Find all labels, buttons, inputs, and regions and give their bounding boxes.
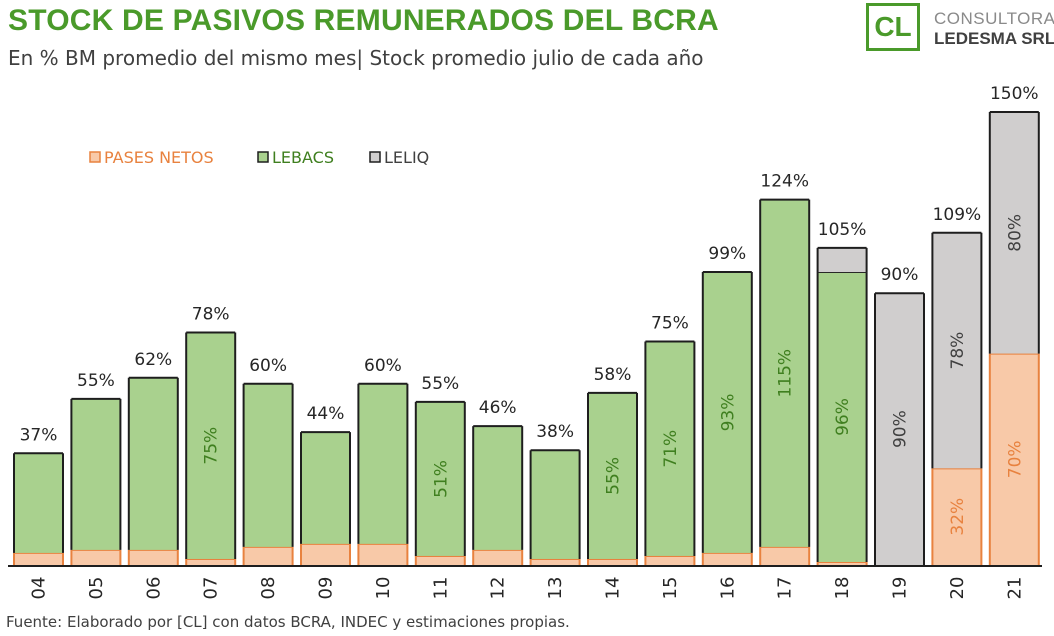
bar-total-label: 38%: [536, 422, 574, 442]
bar-segment: [128, 377, 178, 550]
bar-segment: [243, 383, 293, 547]
logo-mark: CL: [866, 3, 920, 51]
bar-total-label: 90%: [881, 265, 919, 285]
segment-value-label: 80%: [1005, 214, 1025, 252]
bar-segment: [301, 432, 350, 544]
bar-segment: [702, 552, 752, 565]
bar-segment: [645, 555, 695, 565]
x-tick-label: 19: [890, 577, 911, 600]
bar-segment: [186, 558, 236, 565]
bar-segment: [817, 561, 867, 565]
bar-segment: [14, 552, 63, 565]
segment-value-label: 71%: [661, 430, 681, 468]
legend-swatch: [369, 151, 381, 163]
bar-segment: [358, 543, 408, 565]
segment-value-label: 51%: [431, 460, 451, 498]
x-tick-label: 05: [86, 577, 107, 600]
bar-segment: [358, 383, 408, 544]
x-tick-label: 14: [603, 577, 624, 600]
bar-total-label: 55%: [421, 374, 459, 394]
bar-total-label: 99%: [708, 244, 746, 264]
bar-total-label: 75%: [651, 314, 689, 334]
x-tick-label: 08: [258, 577, 279, 600]
bar-total-label: 78%: [192, 304, 230, 324]
bar-segment: [71, 549, 121, 565]
bar-segment: [875, 293, 924, 565]
x-tick-label: 10: [373, 577, 394, 600]
logo-line-2: LEDESMA SRL: [934, 29, 1054, 48]
bar-total-label: 60%: [364, 356, 402, 376]
x-tick-label: 17: [775, 577, 796, 600]
segment-value-label: 55%: [604, 457, 624, 495]
bar-total-label: 60%: [249, 356, 287, 376]
bar-total-label: 55%: [77, 371, 115, 391]
segment-value-label: 70%: [1005, 440, 1025, 478]
bar-total-label: 62%: [134, 350, 172, 370]
bar-segment: [473, 549, 523, 565]
bar-segment: [817, 272, 867, 562]
x-tick-label: 11: [430, 577, 451, 600]
bar-segment: [989, 112, 1039, 354]
segment-value-label: 32%: [948, 498, 968, 536]
bar-total-label: 124%: [760, 172, 809, 192]
x-tick-label: 16: [717, 577, 738, 600]
segment-value-label: 96%: [833, 398, 853, 436]
bar-segment: [530, 558, 580, 565]
bar-total-label: 150%: [990, 84, 1039, 104]
bar-total-label: 37%: [20, 425, 58, 445]
bar-total-label: 109%: [933, 205, 982, 225]
legend-label: PASES NETOS: [104, 148, 214, 167]
bar-segment: [932, 232, 982, 469]
bar-segment: [702, 272, 752, 553]
company-logo: CL CONSULTORA LEDESMA SRL: [866, 3, 1054, 53]
bar-segment: [415, 401, 465, 556]
bar-segment: [760, 199, 810, 547]
bar-segment: [415, 555, 465, 565]
legend-label: LELIQ: [384, 148, 429, 167]
bar-total-label: 105%: [818, 220, 867, 240]
x-tick-label: 21: [1004, 577, 1025, 600]
chart-title: STOCK DE PASIVOS REMUNERADOS DEL BCRA: [8, 4, 719, 37]
bar-segment: [817, 247, 867, 273]
x-tick-label: 04: [29, 577, 50, 600]
x-tick-label: 13: [545, 577, 566, 600]
legend-label: LEBACS: [272, 148, 334, 167]
bar-segment: [71, 398, 121, 550]
bar-segment: [989, 353, 1039, 565]
bar-segment: [243, 546, 293, 565]
x-tick-label: 06: [143, 577, 164, 600]
bar-segment: [14, 453, 63, 553]
chart-subtitle: En % BM promedio del mismo mes| Stock pr…: [8, 46, 704, 70]
legend-swatch: [257, 151, 269, 163]
bar-segment: [128, 549, 178, 565]
x-tick-label: 20: [947, 577, 968, 600]
x-tick-label: 15: [660, 577, 681, 600]
bar-segment: [530, 450, 580, 559]
bar-segment: [760, 546, 810, 565]
source-note: Fuente: Elaborado por [CL] con datos BCR…: [6, 613, 570, 631]
logo-line-1: CONSULTORA: [934, 9, 1054, 28]
bar-segment: [186, 332, 236, 559]
x-tick-label: 18: [832, 577, 853, 600]
bar-segment: [301, 543, 350, 565]
bar-segment: [588, 558, 637, 565]
segment-value-label: 115%: [776, 349, 796, 398]
x-tick-label: 09: [316, 577, 337, 600]
bar-segment: [588, 392, 637, 559]
segment-value-label: 75%: [202, 427, 222, 465]
bar-segment: [473, 426, 523, 550]
x-tick-label: 12: [488, 577, 509, 600]
bar-total-label: 44%: [307, 404, 345, 424]
bar-segment: [932, 468, 982, 565]
bar-segment: [645, 341, 695, 556]
bar-total-label: 46%: [479, 398, 517, 418]
segment-value-label: 93%: [718, 394, 738, 432]
segment-value-label: 90%: [891, 410, 911, 448]
bar-total-label: 58%: [594, 365, 632, 385]
x-tick-label: 07: [201, 577, 222, 600]
segment-value-label: 78%: [948, 332, 968, 370]
legend-swatch: [89, 151, 101, 163]
